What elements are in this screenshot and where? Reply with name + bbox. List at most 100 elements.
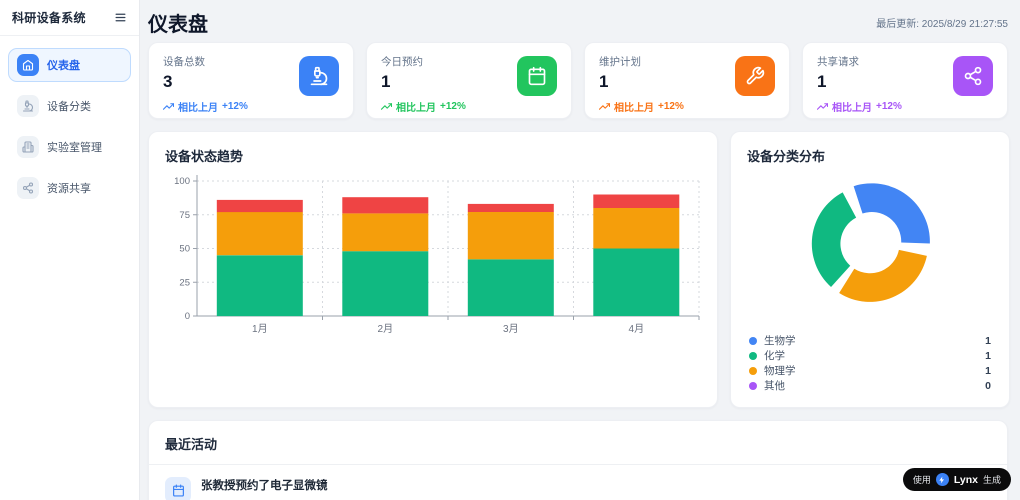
stat-value: 1 xyxy=(817,72,827,91)
bar-segment[interactable] xyxy=(216,199,303,213)
legend-row[interactable]: 其他 0 xyxy=(749,378,991,393)
recent-activity-card: 最近活动 张教授预约了电子显微镜 10分钟前 xyxy=(148,420,1008,500)
bar-segment[interactable] xyxy=(342,213,429,252)
lynx-brand-name: Lynx xyxy=(953,473,978,486)
donut-slice[interactable] xyxy=(811,192,857,287)
sidebar-item-lab-management[interactable]: 实验室管理 xyxy=(8,130,131,164)
svg-text:50: 50 xyxy=(179,244,190,255)
stat-trend: 相比上月 +12% xyxy=(381,99,466,114)
legend-row[interactable]: 生物学 1 xyxy=(749,333,991,348)
activity-list-item: 张教授预约了电子显微镜 10分钟前 xyxy=(149,465,1007,500)
bar-segment[interactable] xyxy=(216,255,303,317)
sidebar-item-label: 资源共享 xyxy=(47,183,91,195)
sidebar: 科研设备系统 仪表盘 设备分类 实验室管理 资源共享 xyxy=(0,0,140,500)
activity-text: 张教授预约了电子显微镜 xyxy=(201,480,328,492)
stat-trend: 相比上月 +12% xyxy=(599,99,684,114)
legend-label: 化学 xyxy=(764,350,785,362)
stat-trend: 相比上月 +12% xyxy=(817,99,902,114)
hamburger-menu-icon[interactable] xyxy=(114,11,127,24)
calendar-icon xyxy=(517,56,557,96)
home-icon xyxy=(17,54,39,76)
app-title: 科研设备系统 xyxy=(12,11,86,25)
microscope-icon xyxy=(299,56,339,96)
bar-chart-title: 设备状态趋势 xyxy=(165,149,244,164)
wrench-icon xyxy=(735,56,775,96)
sidebar-item-label: 实验室管理 xyxy=(47,142,102,154)
bar-segment[interactable] xyxy=(216,212,303,256)
legend-dot xyxy=(749,351,757,360)
bar-segment[interactable] xyxy=(342,251,429,316)
sidebar-item-label: 仪表盘 xyxy=(47,60,80,72)
stat-card-today-bookings: 今日预约 1 相比上月 +12% xyxy=(366,42,572,119)
donut-slice[interactable] xyxy=(853,183,930,244)
legend-row[interactable]: 化学 1 xyxy=(749,348,991,363)
lynx-attribution-badge[interactable]: 使用 Lynx 生成 xyxy=(902,468,1011,491)
svg-text:3月: 3月 xyxy=(503,323,519,335)
stat-value: 1 xyxy=(599,72,609,91)
share-icon xyxy=(953,56,993,96)
bar-chart: 0 25 50 75 100 1月 2月 3月 4月 xyxy=(174,175,700,335)
legend-label: 其他 xyxy=(764,380,785,392)
bar-segment[interactable] xyxy=(593,208,680,249)
bar-segment[interactable] xyxy=(467,203,554,212)
svg-text:75: 75 xyxy=(179,210,190,221)
stat-value: 1 xyxy=(381,72,391,91)
trending-up-icon xyxy=(163,103,174,110)
donut-chart xyxy=(811,183,930,302)
trending-up-icon xyxy=(599,103,610,110)
legend-value: 0 xyxy=(985,379,991,392)
svg-text:25: 25 xyxy=(179,277,190,288)
bar-segment[interactable] xyxy=(467,212,554,260)
stat-label: 今日预约 xyxy=(381,56,423,68)
donut-chart-title: 设备分类分布 xyxy=(747,149,826,164)
sidebar-header: 科研设备系统 xyxy=(0,0,139,36)
stat-label: 共享请求 xyxy=(817,56,859,68)
bar-segment[interactable] xyxy=(342,197,429,214)
legend-label: 物理学 xyxy=(764,365,796,377)
activity-title: 最近活动 xyxy=(165,437,218,452)
stat-value: 3 xyxy=(163,72,173,91)
legend-label: 生物学 xyxy=(764,335,796,347)
legend-dot xyxy=(749,366,757,375)
stat-label: 维护计划 xyxy=(599,56,641,68)
calendar-icon xyxy=(165,477,191,500)
stat-trend: 相比上月 +12% xyxy=(163,99,248,114)
charts-row: 设备状态趋势 0 25 50 75 100 1月 2月 3月 4月 设备分类分布 生物学 1 化学 1… xyxy=(148,131,1010,408)
activity-header: 最近活动 xyxy=(149,421,1007,465)
building-icon xyxy=(17,136,39,158)
legend-row[interactable]: 物理学 1 xyxy=(749,363,991,378)
bar-segment[interactable] xyxy=(593,248,680,317)
svg-text:1月: 1月 xyxy=(252,323,268,335)
legend-value: 1 xyxy=(985,349,991,362)
topbar: 仪表盘 最后更新: 2025/8/29 21:27:55 xyxy=(148,8,1008,36)
last-updated-timestamp: 最后更新: 2025/8/29 21:27:55 xyxy=(876,18,1008,30)
svg-text:4月: 4月 xyxy=(629,323,645,335)
sidebar-item-resource-sharing[interactable]: 资源共享 xyxy=(8,171,131,205)
page-title: 仪表盘 xyxy=(148,13,208,36)
microscope-icon xyxy=(17,95,39,117)
bar-segment[interactable] xyxy=(467,259,554,316)
stat-label: 设备总数 xyxy=(163,56,205,68)
donut-legend: 生物学 1 化学 1 物理学 1 其他 0 xyxy=(747,333,993,393)
donut-slice[interactable] xyxy=(839,249,927,302)
legend-dot xyxy=(749,336,757,345)
svg-text:2月: 2月 xyxy=(378,323,394,335)
trending-up-icon xyxy=(381,103,392,110)
sidebar-item-equipment-categories[interactable]: 设备分类 xyxy=(8,89,131,123)
trending-up-icon xyxy=(817,103,828,110)
equipment-status-trend-card: 设备状态趋势 0 25 50 75 100 1月 2月 3月 4月 xyxy=(148,131,718,408)
main-content: 仪表盘 最后更新: 2025/8/29 21:27:55 设备总数 3 相比上月… xyxy=(140,0,1020,500)
legend-value: 1 xyxy=(985,364,991,377)
stats-row: 设备总数 3 相比上月 +12% 今日预约 1 相比上月 +12% xyxy=(148,42,1008,119)
stat-card-total-equipment: 设备总数 3 相比上月 +12% xyxy=(148,42,354,119)
sidebar-item-dashboard[interactable]: 仪表盘 xyxy=(8,48,131,82)
stat-card-sharing-requests: 共享请求 1 相比上月 +12% xyxy=(802,42,1008,119)
stat-card-maintenance-plans: 维护计划 1 相比上月 +12% xyxy=(584,42,790,119)
share-icon xyxy=(17,177,39,199)
legend-dot xyxy=(749,381,757,390)
svg-text:100: 100 xyxy=(174,176,190,187)
bar-segment[interactable] xyxy=(593,194,680,209)
equipment-category-distribution-card: 设备分类分布 生物学 1 化学 1 物理学 1 其他 0 xyxy=(730,131,1010,408)
sidebar-item-label: 设备分类 xyxy=(47,101,91,113)
lynx-logo-icon xyxy=(935,473,949,486)
